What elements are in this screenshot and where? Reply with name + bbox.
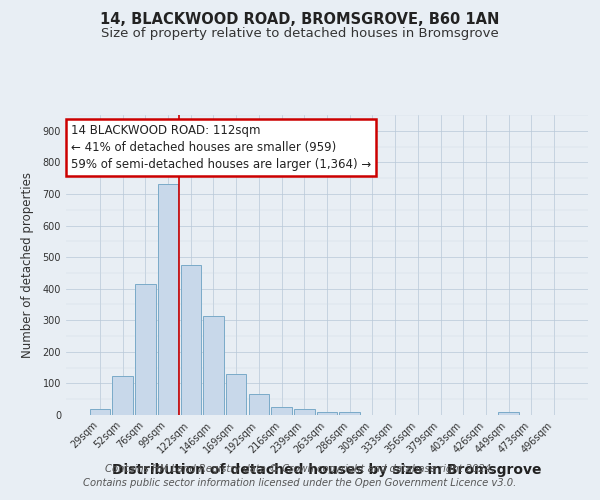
Bar <box>135 284 155 415</box>
Text: 14, BLACKWOOD ROAD, BROMSGROVE, B60 1AN: 14, BLACKWOOD ROAD, BROMSGROVE, B60 1AN <box>100 12 500 28</box>
Bar <box>294 410 314 415</box>
Bar <box>317 412 337 415</box>
Bar <box>499 412 519 415</box>
Bar <box>90 410 110 415</box>
Bar <box>112 376 133 415</box>
Bar <box>158 184 178 415</box>
Bar <box>248 394 269 415</box>
Bar <box>271 407 292 415</box>
X-axis label: Distribution of detached houses by size in Bromsgrove: Distribution of detached houses by size … <box>112 463 542 477</box>
Y-axis label: Number of detached properties: Number of detached properties <box>22 172 34 358</box>
Bar <box>226 374 247 415</box>
Bar <box>181 265 201 415</box>
Text: 14 BLACKWOOD ROAD: 112sqm
← 41% of detached houses are smaller (959)
59% of semi: 14 BLACKWOOD ROAD: 112sqm ← 41% of detac… <box>71 124 371 171</box>
Bar <box>203 316 224 415</box>
Text: Contains HM Land Registry data © Crown copyright and database right 2024.
Contai: Contains HM Land Registry data © Crown c… <box>83 464 517 487</box>
Text: Size of property relative to detached houses in Bromsgrove: Size of property relative to detached ho… <box>101 28 499 40</box>
Bar <box>340 412 360 415</box>
